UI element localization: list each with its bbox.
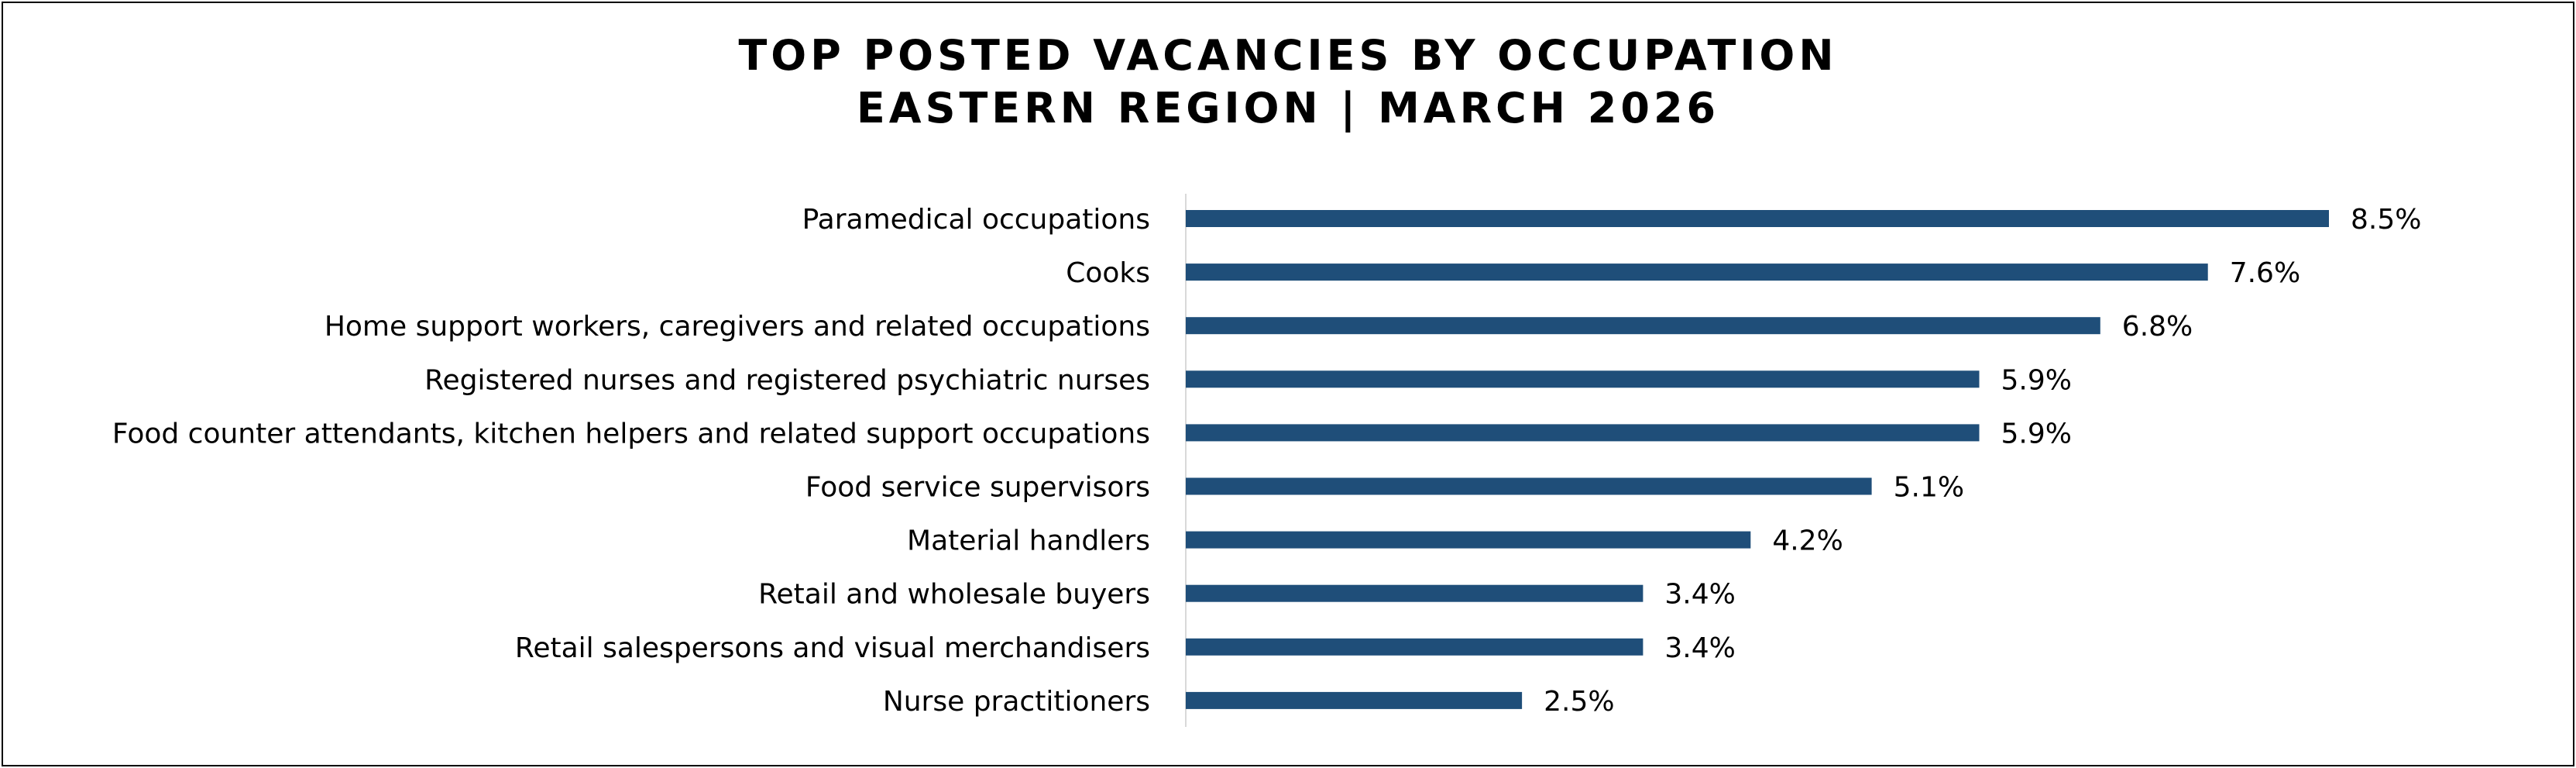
data-label: 5.1% <box>1894 472 1964 504</box>
bar <box>1186 210 2329 227</box>
bar <box>1186 638 1643 656</box>
category-label: Food counter attendants, kitchen helpers… <box>112 418 1150 449</box>
category-label: Registered nurses and registered psychia… <box>424 364 1150 396</box>
data-label: 3.4% <box>1664 632 1735 664</box>
bar <box>1186 584 1643 602</box>
bar <box>1186 424 1980 442</box>
category-label: Paramedical occupations <box>802 204 1150 236</box>
category-label: Nurse practitioners <box>883 686 1150 718</box>
bar <box>1186 370 1980 388</box>
bar <box>1186 317 2100 335</box>
data-label: 3.4% <box>1664 579 1735 611</box>
data-label: 5.9% <box>2001 364 2072 396</box>
data-label: 8.5% <box>2351 204 2421 236</box>
category-label: Retail and wholesale buyers <box>758 579 1150 611</box>
bar <box>1186 691 1523 709</box>
chart-title: TOP POSTED VACANCIES BY OCCUPATION <box>738 31 1838 80</box>
chart-subtitle: EASTERN REGION | MARCH 2026 <box>856 84 1720 133</box>
bar <box>1186 263 2208 281</box>
data-label: 2.5% <box>1544 686 1614 718</box>
category-label: Home support workers, caregivers and rel… <box>325 311 1150 343</box>
chart-title-block: TOP POSTED VACANCIES BY OCCUPATION EASTE… <box>0 29 2576 135</box>
category-label: Retail salespersons and visual merchandi… <box>515 632 1150 664</box>
bar <box>1186 531 1751 549</box>
category-label: Material handlers <box>907 525 1150 557</box>
category-label: Food service supervisors <box>805 472 1150 504</box>
category-label: Cooks <box>1066 257 1150 289</box>
data-label: 7.6% <box>2230 257 2300 289</box>
data-label: 5.9% <box>2001 418 2072 449</box>
data-label: 6.8% <box>2122 311 2193 343</box>
bar <box>1186 477 1872 495</box>
data-label: 4.2% <box>1772 525 1843 557</box>
